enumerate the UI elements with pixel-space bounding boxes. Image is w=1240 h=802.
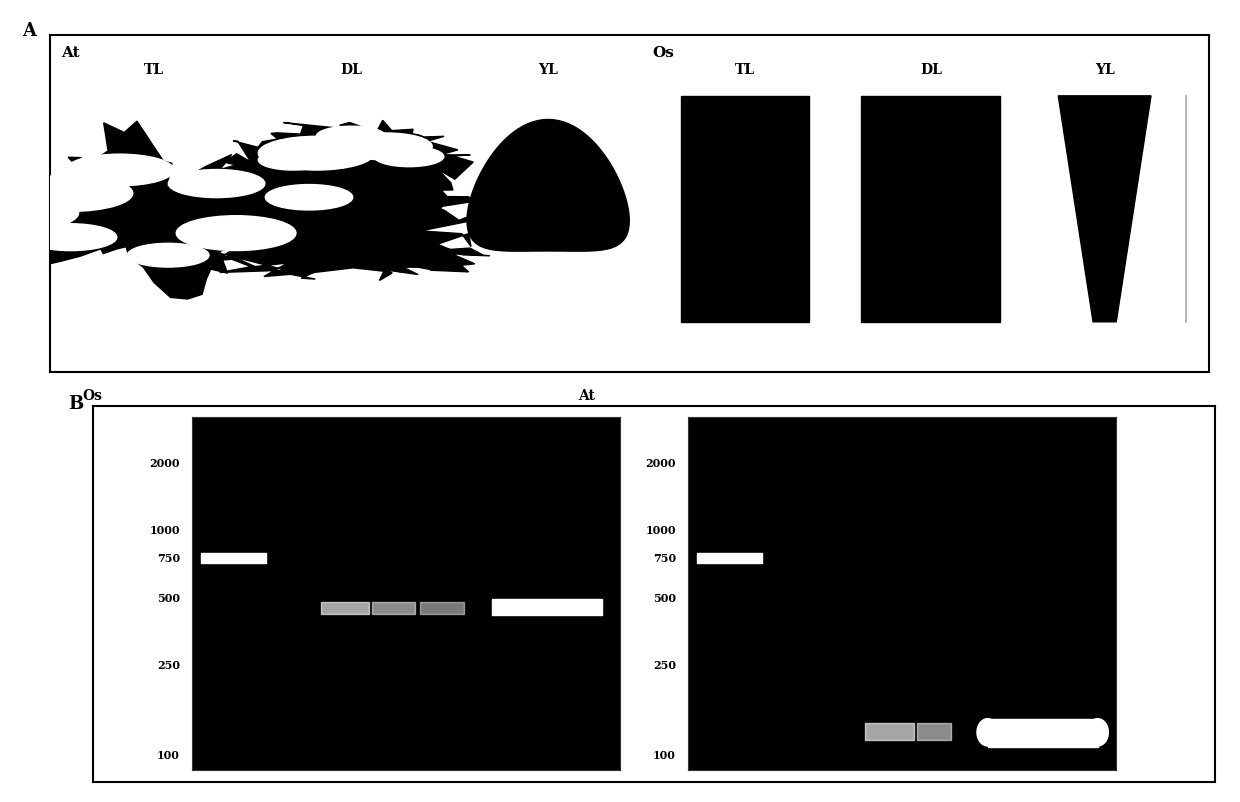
Polygon shape [208,121,490,281]
Text: Root: Root [924,429,955,443]
Circle shape [258,137,374,171]
Bar [861,97,1001,322]
Text: At: At [61,47,79,60]
Polygon shape [467,120,630,252]
Text: TL: TL [275,429,293,443]
Circle shape [316,127,386,148]
Circle shape [0,195,78,232]
Circle shape [128,244,210,268]
Polygon shape [0,122,475,300]
Text: 100: 100 [653,748,676,759]
Circle shape [25,225,117,251]
Circle shape [176,217,296,251]
Text: 1000: 1000 [150,525,180,536]
Text: DL: DL [920,63,941,77]
Text: 500: 500 [653,592,676,603]
Text: 100: 100 [157,748,180,759]
Text: YL: YL [386,429,402,443]
Circle shape [265,185,352,211]
Text: Root: Root [428,429,459,443]
Text: 250: 250 [157,659,180,670]
Polygon shape [1058,97,1151,322]
Circle shape [258,151,327,171]
Text: 750: 750 [156,553,180,564]
Text: 250: 250 [653,659,676,670]
Text: Os: Os [652,47,675,60]
Text: M: M [228,429,242,443]
Circle shape [340,134,433,160]
Text: 750: 750 [652,553,676,564]
Text: YL: YL [882,429,898,443]
Text: YL: YL [538,63,558,77]
Text: M: M [724,429,738,443]
Text: YL: YL [1095,63,1115,77]
Circle shape [7,176,133,213]
Text: 2000: 2000 [150,457,180,468]
Text: TL: TL [144,63,164,77]
Circle shape [169,170,265,198]
Circle shape [66,155,174,187]
Text: 2000: 2000 [646,457,676,468]
Text: A: A [22,22,36,40]
Text: CTAB: CTAB [528,429,565,443]
Text: TL: TL [771,429,789,443]
Ellipse shape [1087,719,1109,746]
Text: CTAB: CTAB [1024,429,1061,443]
Text: DL: DL [336,429,355,443]
Text: Os: Os [82,389,102,403]
Text: DL: DL [832,429,851,443]
Bar [682,97,808,322]
Text: DL: DL [340,63,362,77]
Circle shape [374,148,444,168]
Text: 500: 500 [157,592,180,603]
Text: At: At [578,389,595,403]
Text: TL: TL [735,63,755,77]
Text: 1000: 1000 [646,525,676,536]
Ellipse shape [977,719,998,746]
Text: B: B [68,395,83,412]
